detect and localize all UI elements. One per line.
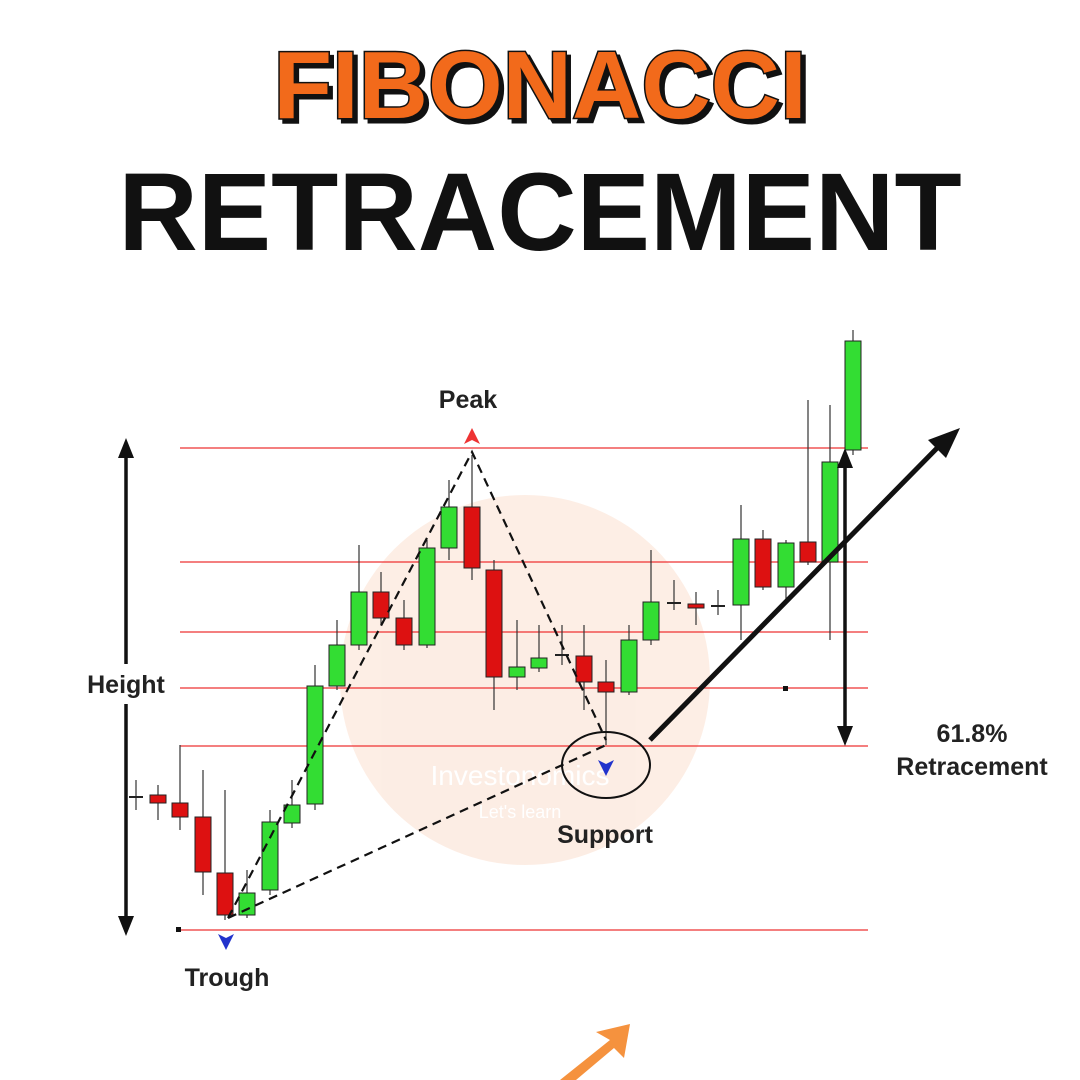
dashed-line xyxy=(227,449,607,919)
label-bg xyxy=(78,664,174,704)
candle-body xyxy=(194,816,212,873)
title-line2: RETRACEMENT xyxy=(118,151,961,274)
arrow-head xyxy=(837,726,853,746)
support-ellipse xyxy=(561,731,651,799)
height-label: Height xyxy=(87,671,165,699)
trough-marker xyxy=(218,934,234,950)
candle-body xyxy=(216,872,234,916)
watermark-tagline: Let's learn xyxy=(479,802,562,822)
candle-body xyxy=(620,639,638,693)
candle-body xyxy=(149,794,167,804)
candle-body xyxy=(463,506,481,569)
candle-body xyxy=(261,821,279,891)
trend-arrow xyxy=(648,438,947,742)
candle-body xyxy=(642,601,660,641)
decor-arrow xyxy=(560,1024,630,1080)
watermark-brand: Investonomics xyxy=(431,760,610,791)
candle-body xyxy=(754,538,772,588)
candle-body xyxy=(283,804,301,824)
candle-body xyxy=(732,538,750,606)
arrow-head xyxy=(837,448,853,468)
trough-label: Trough xyxy=(185,964,270,992)
candle-body xyxy=(306,685,324,805)
peak-marker xyxy=(464,428,480,444)
arrow-head xyxy=(118,916,134,936)
support-label: Support xyxy=(557,821,653,849)
candle-body xyxy=(844,340,862,451)
watermark: Investonomics Let's learn xyxy=(340,495,710,865)
candle-body xyxy=(799,541,817,563)
arrow-head xyxy=(928,428,960,458)
dashed-line xyxy=(227,743,607,920)
retracement-label: Retracement xyxy=(896,753,1048,781)
dot xyxy=(783,686,788,691)
percent-label: 61.8% xyxy=(937,720,1008,748)
candle-body xyxy=(328,644,346,687)
support-marker xyxy=(598,760,614,776)
candle-body xyxy=(238,892,256,916)
candle-body xyxy=(171,802,189,818)
candlestick-chart xyxy=(118,330,960,950)
dot xyxy=(176,927,181,932)
candle-body xyxy=(440,506,458,549)
candle-body xyxy=(597,681,615,693)
candle-body xyxy=(372,591,390,619)
candle-body xyxy=(485,569,503,678)
candle-body xyxy=(687,603,705,609)
candle-body xyxy=(777,542,795,588)
candle-body xyxy=(575,655,593,683)
candle-body xyxy=(821,461,839,563)
candle-body xyxy=(418,547,436,646)
peak-label: Peak xyxy=(439,386,497,414)
candle-body xyxy=(350,591,368,646)
arrow-head xyxy=(118,438,134,458)
candle-body xyxy=(530,657,548,669)
candle-body xyxy=(395,617,413,646)
title-line1: FIBONACCI xyxy=(273,32,806,139)
candle-body xyxy=(508,666,526,678)
